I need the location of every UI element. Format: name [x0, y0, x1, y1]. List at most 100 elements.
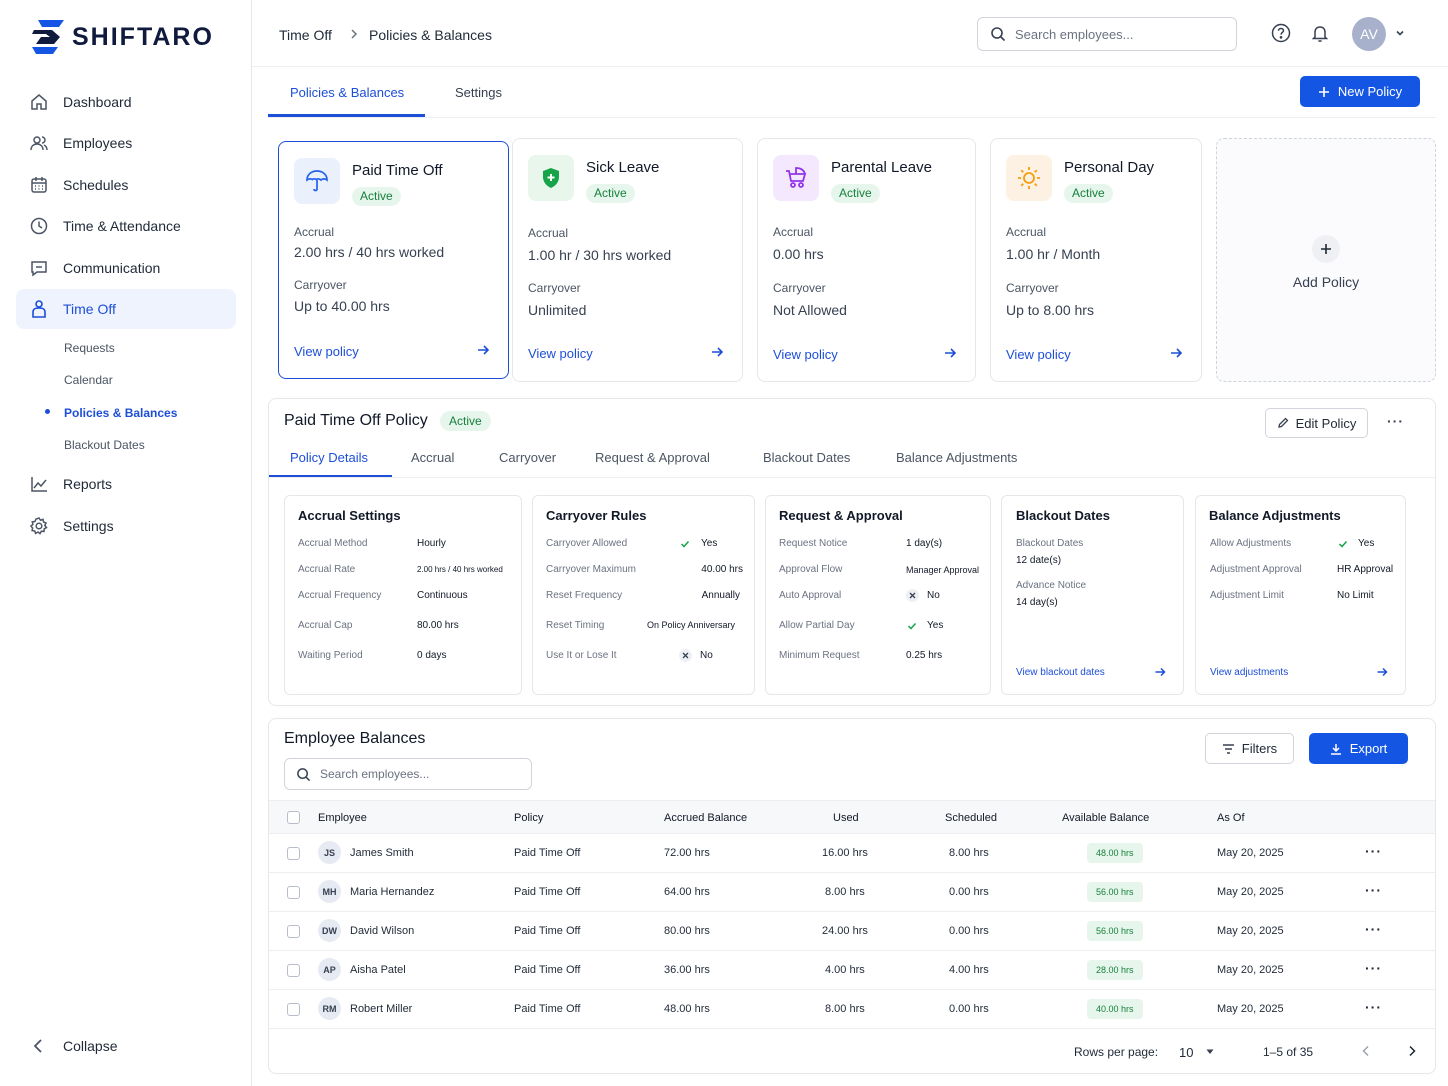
tab-policies-balances[interactable]: Policies & Balances: [290, 85, 405, 100]
policy-detail-title: Paid Time Off Policy: [284, 412, 428, 429]
setting-value: 1 day(s): [906, 538, 943, 549]
view-policy-link[interactable]: View policy: [294, 344, 359, 359]
rows-per-page-select[interactable]: 10: [1179, 1045, 1194, 1060]
policy-card-sick-leave[interactable]: Sick Leave Active Accrual 1.00 hr / 30 h…: [512, 138, 743, 382]
subnav-policies-balances[interactable]: Policies & Balances: [64, 406, 178, 420]
caret-down-icon[interactable]: [1206, 1049, 1214, 1055]
policy-card-personal-day[interactable]: Personal Day Active Accrual 1.00 hr / Mo…: [990, 138, 1202, 382]
user-avatar[interactable]: AV: [1352, 17, 1386, 51]
chevron-right-icon[interactable]: [1407, 1045, 1417, 1057]
row-checkbox[interactable]: [287, 1003, 300, 1016]
column-header[interactable]: Employee: [318, 812, 367, 824]
arrow-right-icon[interactable]: [710, 345, 724, 359]
subnav-calendar[interactable]: Calendar: [64, 373, 113, 387]
help-icon[interactable]: [1271, 23, 1291, 43]
accrued-cell: 48.00 hrs: [664, 1003, 710, 1015]
nav-time-attendance[interactable]: Time & Attendance: [16, 206, 236, 246]
employee-name[interactable]: David Wilson: [350, 925, 415, 937]
nav-communication[interactable]: Communication: [16, 248, 236, 288]
policy-cell: Paid Time Off: [514, 925, 581, 937]
subnav-requests[interactable]: Requests: [64, 341, 115, 355]
employee-name[interactable]: Maria Hernandez: [350, 886, 435, 898]
nav-dashboard[interactable]: Dashboard: [16, 82, 236, 122]
edit-policy-button[interactable]: Edit Policy: [1265, 408, 1368, 438]
employee-name[interactable]: James Smith: [350, 847, 414, 859]
view-adjustments-link[interactable]: View adjustments: [1210, 667, 1289, 678]
accrued-cell: 36.00 hrs: [664, 964, 710, 976]
shiftaro-logo-icon: [32, 20, 64, 54]
select-all-checkbox[interactable]: [287, 811, 300, 824]
row-actions-icon[interactable]: ···: [1365, 882, 1382, 898]
x-circle-icon: [679, 649, 692, 662]
subnav-blackout-dates[interactable]: Blackout Dates: [64, 438, 145, 452]
row-actions-icon[interactable]: ···: [1365, 921, 1382, 937]
tab-accrual[interactable]: Accrual: [411, 450, 455, 465]
nav-settings[interactable]: Settings: [16, 506, 236, 546]
nav-reports[interactable]: Reports: [16, 464, 236, 504]
brand-logo[interactable]: SHIFTARO: [30, 18, 214, 56]
row-checkbox[interactable]: [287, 964, 300, 977]
table-row[interactable]: MH Maria Hernandez Paid Time Off 64.00 h…: [269, 873, 1435, 912]
setting-key: Waiting Period: [298, 650, 363, 661]
view-policy-link[interactable]: View policy: [773, 347, 838, 362]
tab-carryover[interactable]: Carryover: [499, 450, 557, 465]
accrual-value: 2.00 hrs / 40 hrs worked: [294, 244, 445, 260]
setting-key: Adjustment Limit: [1210, 590, 1284, 601]
view-blackout-dates-link[interactable]: View blackout dates: [1016, 667, 1105, 678]
column-header[interactable]: Accrued Balance: [664, 812, 748, 824]
policy-card-parental-leave[interactable]: Parental Leave Active Accrual 0.00 hrs C…: [757, 138, 976, 382]
more-options-icon[interactable]: ···: [1387, 413, 1404, 429]
arrow-right-icon[interactable]: [1376, 666, 1388, 678]
tab-blackout-dates[interactable]: Blackout Dates: [763, 450, 851, 465]
add-policy-card[interactable]: Add Policy: [1216, 138, 1436, 382]
arrow-right-icon[interactable]: [476, 343, 490, 357]
nav-schedules[interactable]: Schedules: [16, 165, 236, 205]
accrual-settings-title: Accrual Settings: [298, 508, 401, 523]
employee-name[interactable]: Robert Miller: [350, 1003, 413, 1015]
tab-policy-details[interactable]: Policy Details: [290, 450, 369, 465]
column-header[interactable]: As Of: [1217, 812, 1245, 824]
row-actions-icon[interactable]: ···: [1365, 999, 1382, 1015]
chevron-left-icon[interactable]: [1361, 1045, 1371, 1057]
setting-value-text: No: [700, 650, 713, 661]
row-checkbox[interactable]: [287, 847, 300, 860]
employee-name[interactable]: Aisha Patel: [350, 964, 406, 976]
bell-icon[interactable]: [1310, 23, 1330, 43]
arrow-right-icon[interactable]: [943, 346, 957, 360]
setting-key: Allow Partial Day: [779, 620, 855, 631]
table-row[interactable]: JS James Smith Paid Time Off 72.00 hrs 1…: [269, 834, 1435, 873]
row-actions-icon[interactable]: ···: [1365, 843, 1382, 859]
view-policy-link[interactable]: View policy: [1006, 347, 1071, 362]
setting-value: Continuous: [417, 590, 468, 601]
tab-settings[interactable]: Settings: [455, 85, 502, 100]
global-search-input[interactable]: Search employees...: [977, 17, 1237, 51]
column-header[interactable]: Scheduled: [945, 812, 997, 824]
table-row[interactable]: DW David Wilson Paid Time Off 80.00 hrs …: [269, 912, 1435, 951]
setting-value: 14 day(s): [1016, 597, 1058, 608]
column-header[interactable]: Used: [833, 812, 859, 824]
row-actions-icon[interactable]: ···: [1365, 960, 1382, 976]
table-row[interactable]: RM Robert Miller Paid Time Off 48.00 hrs…: [269, 990, 1435, 1029]
export-button[interactable]: Export: [1309, 733, 1408, 764]
column-header[interactable]: Available Balance: [1062, 812, 1150, 824]
column-header[interactable]: Policy: [514, 812, 544, 824]
accrual-label: Accrual: [528, 226, 569, 240]
view-policy-link[interactable]: View policy: [528, 346, 593, 361]
new-policy-button[interactable]: New Policy: [1300, 76, 1420, 107]
arrow-right-icon[interactable]: [1154, 666, 1166, 678]
tab-balance-adjustments[interactable]: Balance Adjustments: [896, 450, 1018, 465]
arrow-right-icon[interactable]: [1169, 346, 1183, 360]
policy-card-paid-time-off[interactable]: Paid Time Off Active Accrual 2.00 hrs / …: [278, 141, 509, 379]
employee-search-input[interactable]: Search employees...: [284, 758, 532, 790]
table-row[interactable]: AP Aisha Patel Paid Time Off 36.00 hrs 4…: [269, 951, 1435, 990]
nav-employees[interactable]: Employees: [16, 123, 236, 163]
breadcrumb-time-off[interactable]: Time Off: [279, 27, 332, 43]
row-checkbox[interactable]: [287, 886, 300, 899]
chevron-down-icon[interactable]: [1395, 28, 1405, 38]
employee-balances-title: Employee Balances: [284, 730, 426, 747]
row-checkbox[interactable]: [287, 925, 300, 938]
filters-button[interactable]: Filters: [1205, 733, 1294, 764]
tab-request-approval[interactable]: Request & Approval: [595, 450, 710, 465]
nav-time-off[interactable]: Time Off: [16, 289, 236, 329]
collapse-button[interactable]: Collapse: [16, 1026, 236, 1066]
